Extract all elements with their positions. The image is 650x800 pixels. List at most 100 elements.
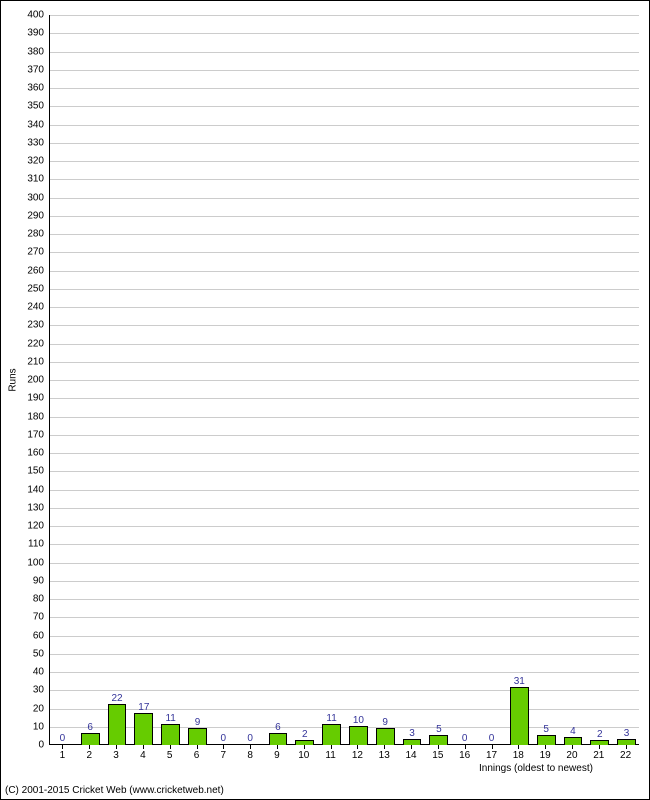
- ytick-label: 270: [27, 247, 49, 258]
- xtick-label: 6: [194, 745, 200, 761]
- xtick-label: 11: [325, 745, 335, 761]
- chart-container: 0102030405060708090100110120130140150160…: [0, 0, 650, 800]
- bar-value-label: 2: [302, 729, 308, 741]
- bar: 5: [429, 735, 448, 745]
- gridline: [49, 636, 639, 637]
- bar-value-label: 4: [570, 726, 576, 738]
- ytick-label: 110: [28, 539, 49, 550]
- xtick-label: 2: [86, 745, 92, 761]
- gridline: [49, 344, 639, 345]
- ytick-label: 300: [27, 192, 49, 203]
- bar: 9: [376, 728, 395, 745]
- xtick-label: 9: [274, 745, 280, 761]
- xtick-label: 15: [432, 745, 443, 761]
- ytick-label: 60: [33, 630, 49, 641]
- ytick-label: 330: [27, 137, 49, 148]
- gridline: [49, 490, 639, 491]
- gridline: [49, 179, 639, 180]
- bar: 5: [537, 735, 556, 745]
- copyright-text: (C) 2001-2015 Cricket Web (www.cricketwe…: [5, 785, 224, 796]
- bar-value-label: 22: [111, 693, 122, 705]
- bar: 11: [322, 724, 341, 745]
- bar-value-label: 3: [409, 728, 415, 740]
- ytick-label: 70: [33, 612, 49, 623]
- gridline: [49, 690, 639, 691]
- ytick-label: 280: [27, 229, 49, 240]
- gridline: [49, 234, 639, 235]
- xtick-label: 20: [566, 745, 577, 761]
- gridline: [49, 599, 639, 600]
- gridline: [49, 325, 639, 326]
- xtick-label: 8: [247, 745, 253, 761]
- bar-value-label: 0: [247, 733, 253, 745]
- xtick-label: 3: [113, 745, 119, 761]
- gridline: [49, 435, 639, 436]
- xtick-label: 13: [379, 745, 390, 761]
- gridline: [49, 216, 639, 217]
- xtick-label: 4: [140, 745, 146, 761]
- ytick-label: 10: [33, 721, 49, 732]
- gridline: [49, 271, 639, 272]
- ytick-label: 50: [33, 648, 49, 659]
- bar-value-label: 2: [597, 729, 603, 741]
- ytick-label: 320: [27, 156, 49, 167]
- gridline: [49, 52, 639, 53]
- bar: 17: [134, 713, 153, 745]
- gridline: [49, 289, 639, 290]
- bar: 10: [349, 726, 368, 745]
- gridline: [49, 563, 639, 564]
- gridline: [49, 672, 639, 673]
- ytick-label: 200: [27, 375, 49, 386]
- gridline: [49, 70, 639, 71]
- gridline: [49, 307, 639, 308]
- ytick-label: 0: [38, 740, 49, 751]
- gridline: [49, 125, 639, 126]
- xtick-label: 12: [352, 745, 363, 761]
- gridline: [49, 453, 639, 454]
- bar: 6: [269, 733, 288, 745]
- gridline: [49, 654, 639, 655]
- bar-value-label: 6: [87, 722, 93, 734]
- xtick-label: 21: [593, 745, 604, 761]
- gridline: [49, 198, 639, 199]
- bar-value-label: 0: [462, 733, 468, 745]
- bar-value-label: 3: [624, 728, 630, 740]
- xtick-label: 16: [459, 745, 470, 761]
- xtick-label: 22: [620, 745, 631, 761]
- gridline: [49, 526, 639, 527]
- ytick-label: 80: [33, 594, 49, 605]
- ytick-label: 150: [27, 466, 49, 477]
- xtick-label: 7: [221, 745, 227, 761]
- bar-value-label: 0: [489, 733, 495, 745]
- bar-value-label: 17: [138, 702, 149, 714]
- bar-value-label: 9: [382, 717, 388, 729]
- xtick-label: 5: [167, 745, 173, 761]
- y-axis-label: Runs: [8, 368, 19, 391]
- ytick-label: 160: [27, 448, 49, 459]
- ytick-label: 230: [27, 320, 49, 331]
- ytick-label: 370: [27, 64, 49, 75]
- x-axis-label: Innings (oldest to newest): [479, 763, 593, 774]
- bar: 11: [161, 724, 180, 745]
- ytick-label: 220: [27, 338, 49, 349]
- ytick-label: 140: [27, 484, 49, 495]
- bar: 6: [81, 733, 100, 745]
- ytick-label: 380: [27, 46, 49, 57]
- ytick-label: 400: [27, 10, 49, 21]
- bar-value-label: 0: [60, 733, 66, 745]
- gridline: [49, 106, 639, 107]
- ytick-label: 120: [27, 521, 49, 532]
- gridline: [49, 398, 639, 399]
- gridline: [49, 143, 639, 144]
- ytick-label: 210: [27, 356, 49, 367]
- bar: 4: [564, 737, 583, 745]
- ytick-label: 20: [33, 703, 49, 714]
- gridline: [49, 617, 639, 618]
- ytick-label: 170: [27, 429, 49, 440]
- ytick-label: 250: [27, 283, 49, 294]
- bar-value-label: 9: [195, 717, 201, 729]
- gridline: [49, 380, 639, 381]
- bar: 22: [108, 704, 127, 745]
- ytick-label: 130: [27, 502, 49, 513]
- gridline: [49, 33, 639, 34]
